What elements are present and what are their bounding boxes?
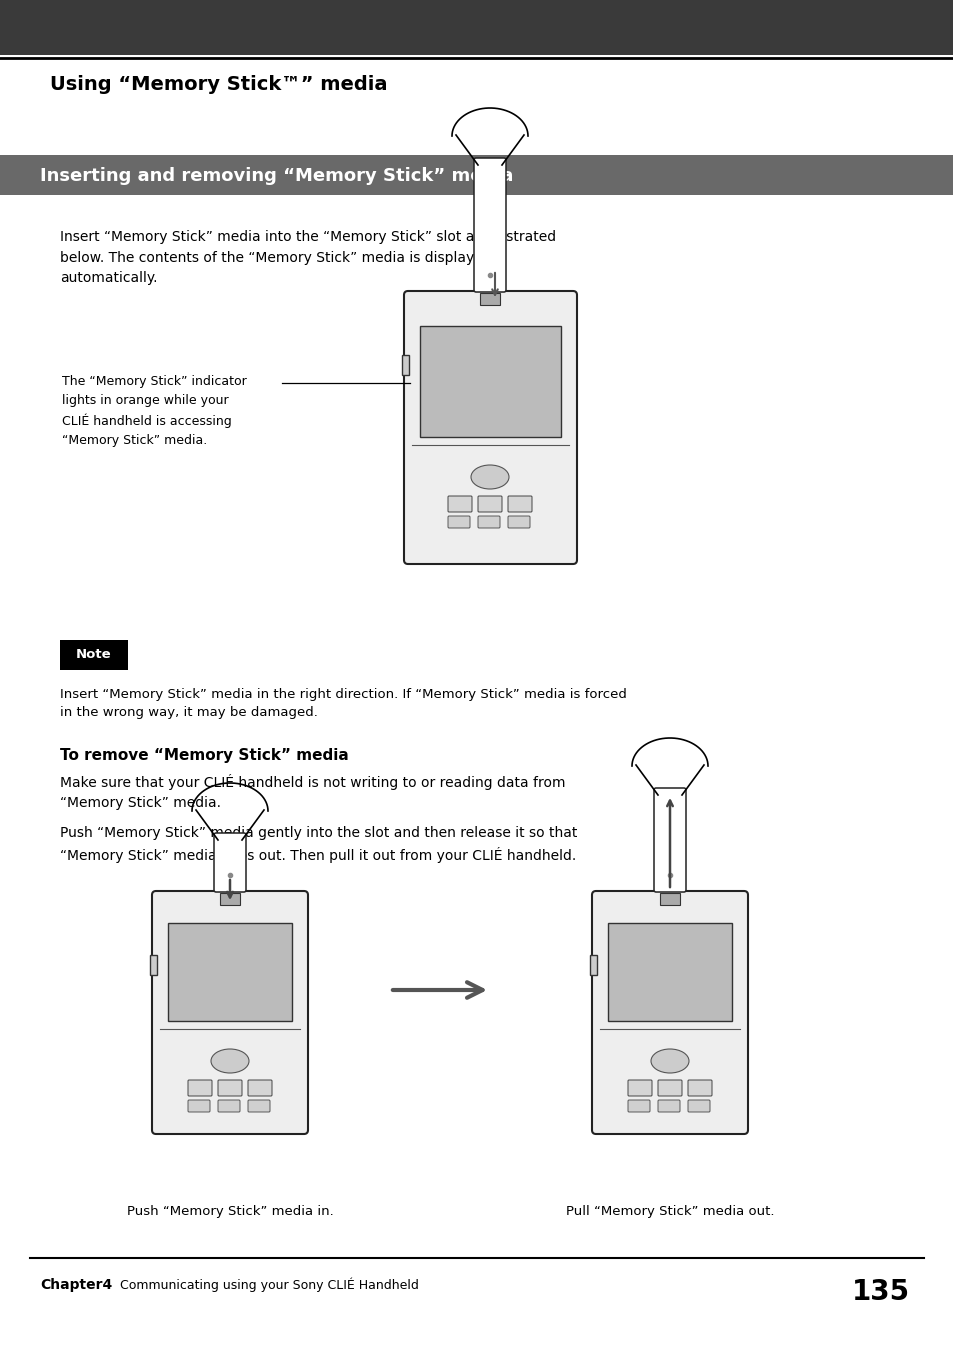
FancyBboxPatch shape [658, 1080, 681, 1096]
Text: 135: 135 [851, 1278, 909, 1306]
FancyBboxPatch shape [188, 1080, 212, 1096]
Bar [589, 955, 597, 975]
Bar [607, 923, 731, 1021]
Bar [659, 894, 679, 904]
FancyBboxPatch shape [592, 891, 747, 1134]
FancyBboxPatch shape [213, 833, 246, 892]
Text: Push “Memory Stick” media gently into the slot and then release it so that
“Memo: Push “Memory Stick” media gently into th… [60, 826, 577, 863]
FancyBboxPatch shape [687, 1101, 709, 1111]
FancyBboxPatch shape [507, 496, 532, 512]
Text: Inserting and removing “Memory Stick” media: Inserting and removing “Memory Stick” me… [40, 168, 513, 185]
Bar [401, 356, 409, 375]
FancyBboxPatch shape [687, 1080, 711, 1096]
Text: Insert “Memory Stick” media into the “Memory Stick” slot as illustrated
below. T: Insert “Memory Stick” media into the “Me… [60, 230, 556, 285]
Text: Insert “Memory Stick” media in the right direction. If “Memory Stick” media is f: Insert “Memory Stick” media in the right… [60, 688, 626, 719]
FancyBboxPatch shape [248, 1080, 272, 1096]
FancyBboxPatch shape [654, 788, 685, 892]
Bar [419, 326, 560, 437]
Text: Note: Note [76, 649, 112, 661]
Bar [0, 155, 953, 195]
Text: Pull “Memory Stick” media out.: Pull “Memory Stick” media out. [565, 1205, 774, 1218]
FancyBboxPatch shape [248, 1101, 270, 1111]
FancyBboxPatch shape [403, 291, 577, 564]
Text: Using “Memory Stick™” media: Using “Memory Stick™” media [50, 74, 387, 95]
Bar [0, 0, 953, 55]
Text: Chapter4: Chapter4 [40, 1278, 112, 1293]
Bar [150, 955, 157, 975]
Bar [220, 894, 240, 904]
Text: The “Memory Stick” indicator
lights in orange while your
CLIÉ handheld is access: The “Memory Stick” indicator lights in o… [62, 375, 247, 448]
Bar [479, 293, 499, 306]
Text: To remove “Memory Stick” media: To remove “Memory Stick” media [60, 748, 349, 763]
Bar [168, 923, 292, 1021]
FancyBboxPatch shape [218, 1101, 240, 1111]
Text: Push “Memory Stick” media in.: Push “Memory Stick” media in. [127, 1205, 333, 1218]
FancyBboxPatch shape [627, 1101, 649, 1111]
Text: Communicating using your Sony CLIÉ Handheld: Communicating using your Sony CLIÉ Handh… [112, 1278, 418, 1293]
FancyBboxPatch shape [218, 1080, 242, 1096]
FancyBboxPatch shape [507, 516, 530, 529]
Text: Make sure that your CLIÉ handheld is not writing to or reading data from
“Memory: Make sure that your CLIÉ handheld is not… [60, 773, 565, 810]
FancyBboxPatch shape [152, 891, 308, 1134]
FancyBboxPatch shape [658, 1101, 679, 1111]
FancyBboxPatch shape [477, 496, 501, 512]
FancyBboxPatch shape [448, 496, 472, 512]
FancyBboxPatch shape [448, 516, 470, 529]
FancyBboxPatch shape [477, 516, 499, 529]
FancyBboxPatch shape [188, 1101, 210, 1111]
Ellipse shape [471, 465, 509, 489]
Bar [60, 639, 128, 671]
FancyBboxPatch shape [627, 1080, 651, 1096]
FancyBboxPatch shape [474, 158, 505, 292]
Ellipse shape [211, 1049, 249, 1073]
Ellipse shape [650, 1049, 688, 1073]
